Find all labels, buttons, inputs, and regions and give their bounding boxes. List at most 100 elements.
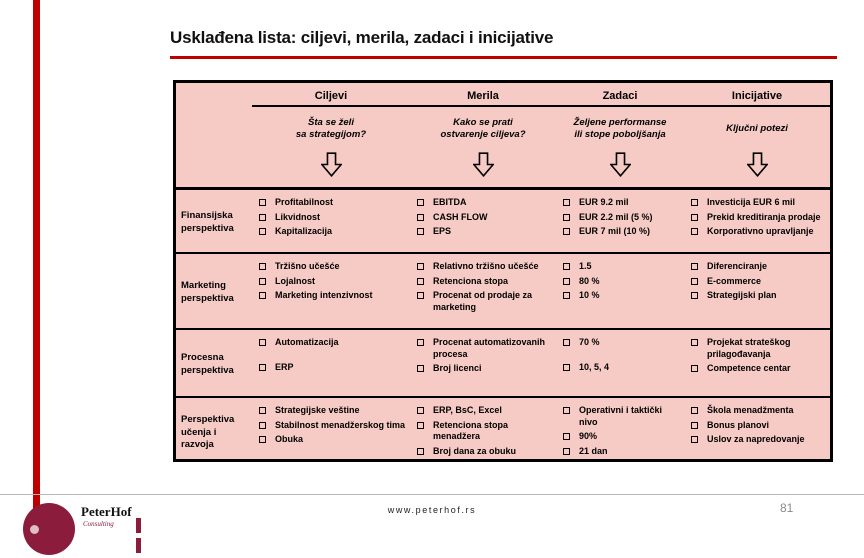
down-arrow-icon — [252, 151, 410, 186]
checkbox-icon — [259, 199, 266, 206]
item-label: 90% — [579, 431, 598, 442]
checkbox-icon — [417, 448, 424, 456]
table-row: Marketing perspektiva Tržišno učešće Lojal… — [176, 252, 830, 328]
table-cell-zadaci: 70 % 10, 5, 4 — [556, 330, 684, 396]
header-column: Merila Kako se prati ostvarenje ciljeva? — [410, 83, 556, 187]
list-item: 10, 5, 4 — [560, 362, 681, 374]
checkbox-icon — [691, 421, 698, 429]
checkbox-icon — [563, 292, 570, 300]
checkbox-icon — [417, 407, 424, 414]
list-item: Bonus planovi — [688, 420, 827, 432]
checkbox-icon — [691, 339, 698, 346]
item-label: Projekat strateškog prilagođavanja — [707, 337, 791, 359]
list-item: Uslov za napredovanje — [688, 434, 827, 446]
column-header: Inicijative — [684, 83, 830, 107]
item-label: 70 % — [579, 337, 600, 347]
item-label: ERP, BsC, Excel — [433, 405, 502, 415]
list-item: 90% — [560, 431, 681, 443]
footer-url: www.peterhof.rs — [387, 505, 477, 515]
list-item: Investicija EUR 6 mil — [688, 197, 827, 209]
table-cell-inicijative: Investicija EUR 6 mil Prekid kreditiranja… — [684, 190, 830, 252]
header-question: Šta se želi sa strategijom? — [295, 117, 367, 140]
title-underline — [170, 56, 837, 59]
checkbox-icon — [691, 436, 698, 444]
checkbox-icon — [417, 365, 424, 373]
item-label: 10, 5, 4 — [579, 361, 610, 372]
checkbox-icon — [691, 292, 698, 300]
header-question: Ključni potezi — [726, 123, 788, 135]
table-row: Procesna perspektiva Automatizacija ERP Pro… — [176, 328, 830, 396]
table-cell-zadaci: 1.5 80 % 10 % — [556, 254, 684, 328]
list-item: Procenat od prodaje za marketing — [414, 290, 553, 313]
list-item: EUR 2.2 mil (5 %) — [560, 212, 681, 224]
checkbox-icon — [259, 292, 266, 300]
item-label: EPS — [433, 226, 452, 237]
table-cell-zadaci: EUR 9.2 mil EUR 2.2 mil (5 %) EUR 7 mil (1… — [556, 190, 684, 252]
item-label: Retenciona stopa menadžera — [433, 419, 509, 442]
down-arrow-icon — [556, 151, 684, 186]
item-label: Stabilnost menadžerskog tima — [275, 419, 406, 430]
checkbox-icon — [691, 263, 698, 270]
table-row: Finansijska perspektiva Profitabilnost Lik… — [176, 187, 830, 252]
list-item: Retenciona stopa menadžera — [414, 420, 553, 443]
item-label: EBITDA — [433, 197, 467, 207]
list-item: Broj dana za obuku — [414, 446, 553, 458]
header-column: Inicijative Ključni potezi — [684, 83, 830, 187]
item-label: EUR 9.2 mil — [579, 197, 629, 207]
row-label: Perspektiva učenja i razvoja — [181, 414, 235, 451]
item-label: Likvidnost — [275, 211, 321, 222]
item-label: 1.5 — [579, 261, 592, 271]
list-item: EUR 7 mil (10 %) — [560, 226, 681, 238]
header-question: Željene performanse ili stope poboljšanj… — [573, 117, 667, 140]
item-label: Bonus planovi — [707, 419, 770, 430]
logo-bars-icon — [136, 518, 144, 558]
item-label: ERP — [275, 361, 294, 372]
row-label: Marketing perspektiva — [181, 280, 234, 304]
item-label: Strategijske veštine — [275, 405, 360, 415]
checkbox-icon — [563, 448, 570, 456]
item-label: Strategijski plan — [707, 290, 777, 301]
list-item: Relativno tržišno učešće — [414, 261, 553, 273]
item-label: Operativni i taktički nivo — [579, 405, 663, 427]
table-header: Ciljevi Šta se želi sa strategijom? Meril… — [176, 83, 830, 187]
checkbox-icon — [259, 363, 266, 371]
checkbox-icon — [417, 213, 424, 221]
list-item: ERP, BsC, Excel — [414, 405, 553, 417]
item-label: Procenat automatizovanih procesa — [433, 337, 546, 359]
item-label: 21 dan — [579, 446, 608, 457]
item-label: Škola menadžmenta — [707, 405, 794, 415]
checkbox-icon — [563, 263, 570, 270]
checkbox-icon — [563, 277, 570, 285]
list-item: Tržišno učešće — [256, 261, 407, 273]
list-item: 1.5 — [560, 261, 681, 273]
list-item: 80 % — [560, 276, 681, 288]
table-cell-ciljevi: Automatizacija ERP — [252, 330, 410, 396]
list-item: Profitabilnost — [256, 197, 407, 209]
checkbox-icon — [417, 421, 424, 429]
list-item: Retenciona stopa — [414, 276, 553, 288]
item-label: Korporativno upravljanje — [707, 226, 814, 237]
page-number: 81 — [780, 501, 794, 515]
logo-subtitle: Consulting — [83, 520, 114, 528]
header-label-spacer — [176, 83, 252, 187]
table-cell-merila: Procenat automatizovanih procesa Broj lic… — [410, 330, 556, 396]
column-header: Merila — [410, 83, 556, 107]
checkbox-icon — [259, 421, 266, 429]
checkbox-icon — [259, 228, 266, 236]
checkbox-icon — [259, 339, 266, 346]
header-question: Kako se prati ostvarenje ciljeva? — [440, 117, 526, 140]
list-item: EBITDA — [414, 197, 553, 209]
page-title: Usklađena lista: ciljevi, merila, zadaci… — [170, 28, 554, 47]
table-body: Finansijska perspektiva Profitabilnost Lik… — [176, 187, 830, 465]
item-label: Relativno tržišno učešće — [433, 261, 539, 271]
down-arrow-icon — [684, 151, 830, 186]
list-item: Škola menadžmenta — [688, 405, 827, 417]
header-column: Zadaci Željene performanse ili stope pobo… — [556, 83, 684, 187]
list-item: Korporativno upravljanje — [688, 226, 827, 238]
checkbox-icon — [691, 199, 698, 206]
list-item: Kapitalizacija — [256, 226, 407, 238]
checkbox-icon — [417, 339, 424, 346]
logo-name: PeterHof — [81, 504, 132, 519]
checkbox-icon — [259, 436, 266, 444]
table-cell-inicijative: Projekat strateškog prilagođavanja Compet… — [684, 330, 830, 396]
